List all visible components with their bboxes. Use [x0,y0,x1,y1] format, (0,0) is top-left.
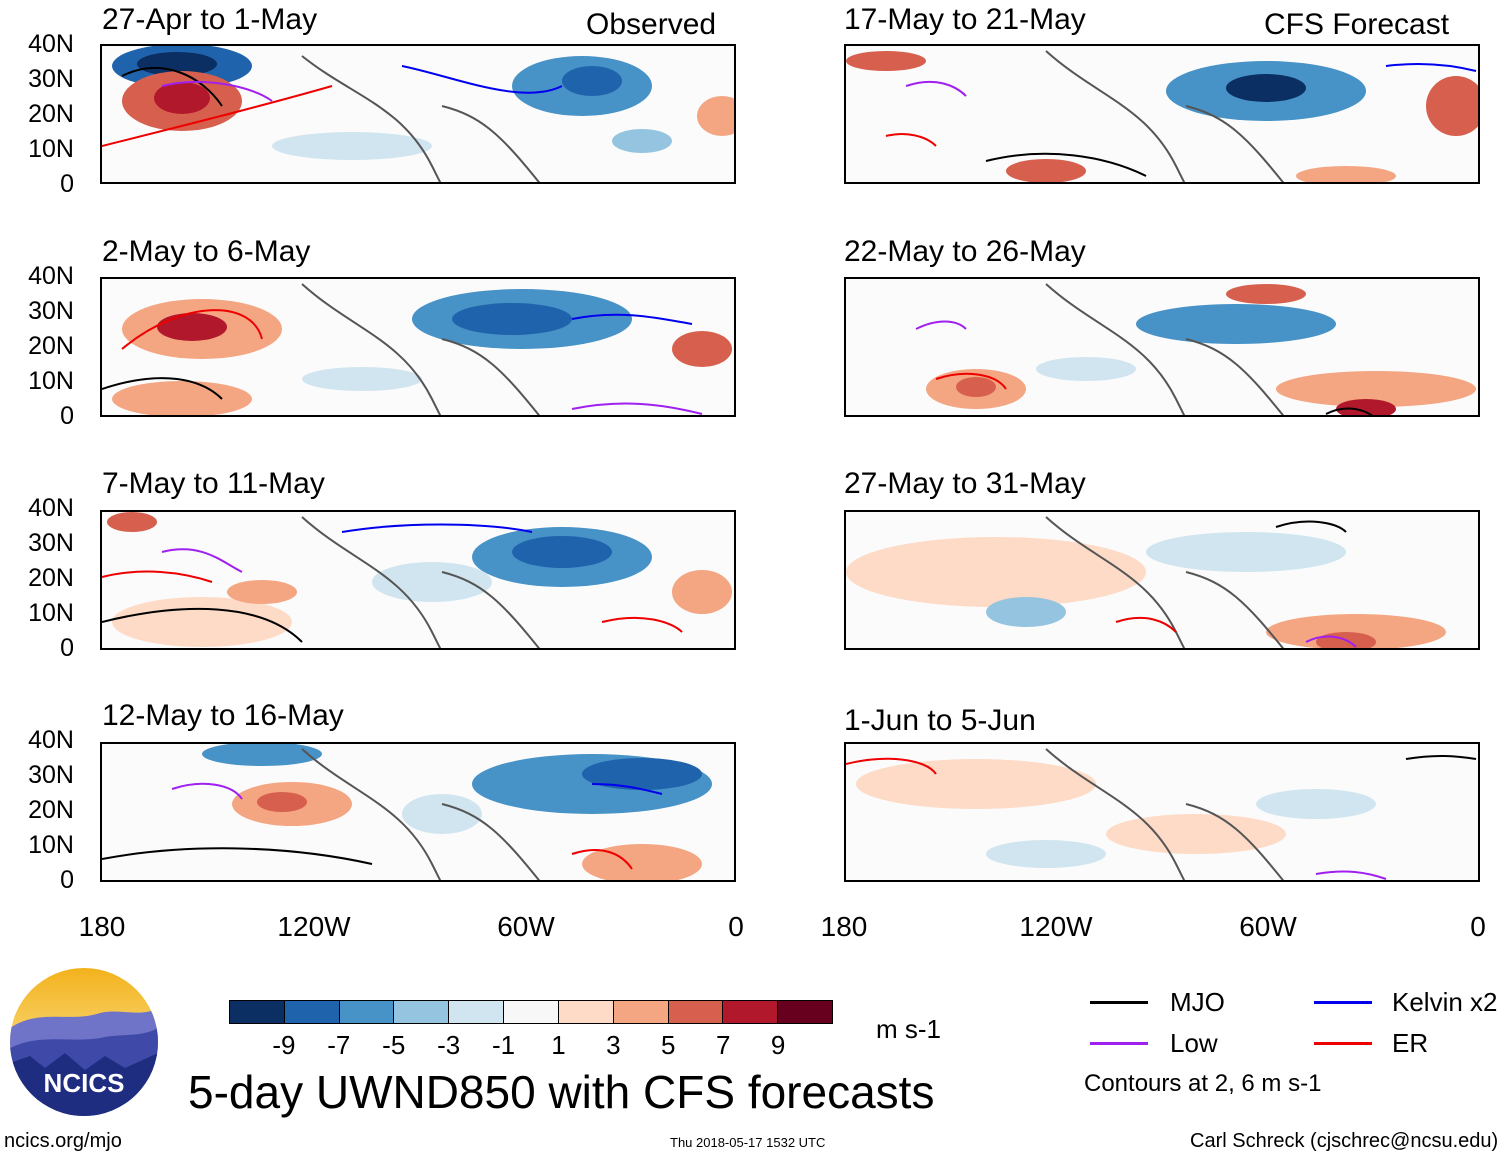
panel-title-fcst-1: 17-May to 21-May [844,3,1086,36]
colorbar-swatch [613,1001,669,1023]
contour-note: Contours at 2, 6 m s-1 [1084,1070,1322,1097]
uwnd-field [846,744,1478,880]
author-credit: Carl Schreck (cjschrec@ncsu.edu) [1190,1130,1499,1152]
lat-label: 20N [28,332,74,360]
uwnd-field [102,279,734,415]
legend-label-er: ER [1392,1028,1429,1058]
uwnd-field [102,512,734,648]
map-panel-fcst-2 [844,277,1480,417]
lon-label: 60W [497,911,555,942]
uwnd-field [846,46,1478,182]
legend-line-kelvin [1314,1001,1372,1004]
uwnd-field [102,744,734,880]
legend-label-kelvin: Kelvin x2 [1392,987,1498,1017]
legend-label-low: Low [1170,1028,1218,1058]
colorbar-tick-label: -7 [327,1030,351,1060]
colorbar-tick-label: 1 [551,1030,566,1060]
colorbar-units: m s-1 [876,1014,941,1044]
legend-line-er [1314,1042,1372,1045]
colorbar [229,1000,833,1024]
map-panel-obs-1 [100,44,736,184]
lat-label: 0 [60,634,74,662]
map-panel-fcst-3 [844,510,1480,650]
colorbar-swatch [449,1001,505,1023]
map-panel-obs-3 [100,510,736,650]
panel-title-fcst-4: 1-Jun to 5-Jun [844,704,1036,737]
timestamp: Thu 2018-05-17 1532 UTC [670,1135,826,1150]
lat-label: 30N [28,65,74,93]
colorbar-swatch [778,1001,832,1023]
legend-line-low [1090,1042,1148,1045]
panel-title-obs-1: 27-Apr to 1-May [102,3,318,36]
lat-label: 0 [60,170,74,198]
legend-label-mjo: MJO [1170,987,1225,1017]
ncics-logo: NCICS [10,968,158,1116]
lat-label: 30N [28,529,74,557]
uwnd-field [846,512,1478,648]
uwnd-field [846,279,1478,415]
site-url[interactable]: ncics.org/mjo [4,1130,122,1152]
observed-column-title: Observed [586,8,717,41]
colorbar-tick-label: 7 [715,1030,731,1060]
panel-title-obs-4: 12-May to 16-May [102,699,344,732]
uwnd-field [102,46,734,182]
colorbar-tick-label: 5 [661,1030,676,1060]
forecast-column-title: CFS Forecast [1264,8,1450,41]
lat-label: 0 [60,402,74,430]
main-title: 5-day UWND850 with CFS forecasts [188,1066,935,1118]
lon-label: 0 [728,911,744,942]
logo-text: NCICS [44,1068,125,1098]
lat-label: 10N [28,831,74,859]
lat-label: 40N [28,726,74,754]
lon-label: 180 [78,911,126,942]
lat-label: 40N [28,262,74,290]
colorbar-swatch [339,1001,395,1023]
lon-label: 60W [1239,911,1297,942]
colorbar-swatch [723,1001,779,1023]
lat-label: 0 [60,866,74,894]
colorbar-tick-label: -3 [437,1030,461,1060]
lon-label: 120W [1019,911,1093,942]
lon-label: 180 [820,911,868,942]
colorbar-swatch [394,1001,450,1023]
colorbar-swatch [284,1001,340,1023]
map-panel-obs-2 [100,277,736,417]
lat-label: 40N [28,30,74,58]
panel-title-obs-3: 7-May to 11-May [102,467,325,500]
lat-label: 10N [28,599,74,627]
colorbar-tick-label: -1 [491,1030,516,1060]
map-panel-fcst-4 [844,742,1480,882]
panel-title-fcst-3: 27-May to 31-May [844,467,1086,500]
lat-label: 20N [28,564,74,592]
panel-title-obs-2: 2-May to 6-May [102,235,311,268]
lat-label: 20N [28,796,74,824]
lat-label: 10N [28,367,74,395]
colorbar-tick-label: -5 [382,1030,406,1060]
colorbar-swatch [230,1001,285,1023]
colorbar-tick-label: -9 [272,1030,296,1060]
lat-label: 40N [28,494,74,522]
colorbar-swatch [668,1001,724,1023]
map-panel-fcst-1 [844,44,1480,184]
legend-line-mjo [1090,1001,1148,1004]
colorbar-swatch [504,1001,559,1023]
lat-label: 10N [28,135,74,163]
colorbar-swatch [558,1001,614,1023]
map-panel-obs-4 [100,742,736,882]
lon-label: 0 [1470,911,1486,942]
lon-label: 120W [277,911,351,942]
lat-label: 30N [28,761,74,789]
lat-label: 30N [28,297,74,325]
colorbar-tick-label: 3 [606,1030,621,1060]
panel-title-fcst-2: 22-May to 26-May [844,235,1086,268]
lat-label: 20N [28,100,74,128]
colorbar-tick-label: 9 [770,1030,786,1060]
